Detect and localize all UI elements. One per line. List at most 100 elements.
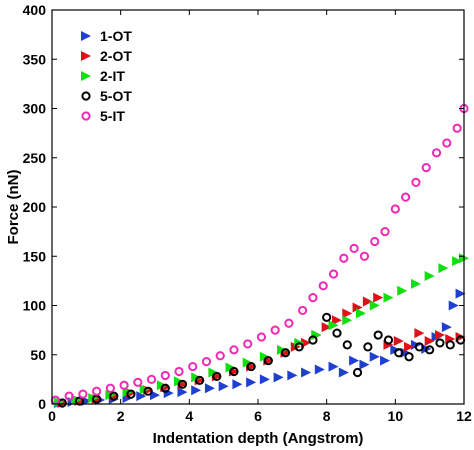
point-5-ot <box>414 342 424 352</box>
point-1-ot <box>301 367 312 378</box>
point-5-it <box>270 325 280 335</box>
legend-marker-2-it <box>81 71 91 81</box>
point-2-it <box>328 320 339 331</box>
point-5-it <box>229 345 239 355</box>
axis-ticks: 0 2 4 6 8 10 12 0 50 100 150 200 250 300 350 400 <box>23 2 472 424</box>
point-5-ot <box>195 375 205 385</box>
point-1-ot <box>314 364 325 375</box>
point-2-it <box>452 256 463 267</box>
point-2-ot <box>352 302 363 313</box>
y-tick-label: 100 <box>23 298 47 314</box>
point-1-ot <box>441 322 452 333</box>
point-5-ot <box>352 367 363 378</box>
point-1-ot <box>448 300 459 311</box>
point-2-it <box>383 292 394 303</box>
y-tick-label: 400 <box>23 2 47 18</box>
point-5-it <box>452 123 462 133</box>
point-5-ot <box>246 361 256 372</box>
point-1-ot <box>328 361 339 372</box>
legend-marker-5-it <box>81 111 91 121</box>
point-5-ot <box>74 396 85 406</box>
point-5-ot <box>294 342 304 352</box>
point-5-ot <box>363 342 373 352</box>
point-5-ot <box>280 348 291 358</box>
point-5-it <box>421 163 431 173</box>
point-5-ot <box>332 328 342 338</box>
point-2-it <box>424 270 435 281</box>
legend-label-1-ot: 1-OT <box>100 28 132 44</box>
point-1-ot <box>400 347 411 358</box>
point-2-it <box>356 308 366 319</box>
point-2-it <box>311 330 322 341</box>
point-1-ot <box>349 355 360 366</box>
point-5-ot <box>212 371 222 382</box>
point-1-ot <box>259 374 270 385</box>
point-5-ot <box>143 386 153 396</box>
point-2-ot <box>404 341 415 352</box>
point-2-it <box>397 285 408 296</box>
point-5-it <box>370 236 380 247</box>
point-1-ot <box>177 387 188 398</box>
point-1-ot <box>218 381 229 392</box>
point-5-it <box>349 243 359 253</box>
legend-label-5-ot: 5-OT <box>100 88 132 104</box>
point-2-ot <box>434 330 445 341</box>
point-5-it <box>64 391 74 401</box>
y-axis-label: Force (nN) <box>5 169 22 244</box>
point-5-it <box>442 138 452 148</box>
point-5-ot <box>383 335 394 345</box>
point-5-ot <box>435 338 445 348</box>
point-5-ot <box>229 366 239 377</box>
legend-label-2-it: 2-IT <box>100 68 125 84</box>
point-5-it <box>201 357 212 367</box>
y-tick-label: 250 <box>23 150 47 166</box>
point-1-ot <box>369 351 380 362</box>
point-2-it <box>259 351 270 362</box>
point-5-ot <box>263 356 273 366</box>
point-5-it <box>318 281 328 291</box>
y-tick-label: 350 <box>23 51 47 67</box>
point-5-it <box>78 389 88 399</box>
legend-marker-1-ot <box>81 31 91 41</box>
point-5-it <box>328 269 339 279</box>
point-5-it <box>105 383 115 393</box>
point-5-it <box>401 192 411 202</box>
legend-marker-2-ot <box>81 51 91 61</box>
point-5-it <box>380 227 390 237</box>
point-5-ot <box>394 348 404 358</box>
legend-label-2-ot: 2-OT <box>100 48 132 64</box>
point-2-ot <box>393 335 404 346</box>
legend-marker-5-ot <box>81 91 91 101</box>
x-tick-label: 12 <box>456 408 472 424</box>
point-5-ot <box>126 389 136 399</box>
point-5-ot <box>322 312 332 322</box>
point-1-ot <box>338 367 349 378</box>
x-tick-label: 4 <box>185 408 193 424</box>
point-5-it <box>411 177 421 187</box>
point-1-ot <box>246 377 257 388</box>
point-5-ot <box>177 379 188 389</box>
point-2-it <box>369 300 380 311</box>
point-5-ot <box>425 345 435 355</box>
point-1-ot <box>204 383 215 394</box>
point-2-it <box>342 315 353 326</box>
point-1-ot <box>191 385 202 396</box>
point-5-it <box>359 251 370 261</box>
x-tick-label: 0 <box>48 408 56 424</box>
point-2-it <box>242 357 253 368</box>
point-5-ot <box>373 330 383 340</box>
point-5-it <box>188 361 198 372</box>
point-1-ot <box>163 388 174 399</box>
point-5-it <box>119 380 129 390</box>
point-2-ot <box>342 308 353 319</box>
point-2-ot <box>331 315 342 326</box>
point-5-it <box>243 339 253 349</box>
point-2-ot <box>414 328 425 339</box>
point-5-it <box>308 293 318 303</box>
point-5-it <box>390 204 400 214</box>
point-5-it <box>298 305 308 316</box>
point-2-it <box>410 278 421 289</box>
point-1-ot <box>232 379 243 390</box>
point-2-ot <box>362 296 373 307</box>
